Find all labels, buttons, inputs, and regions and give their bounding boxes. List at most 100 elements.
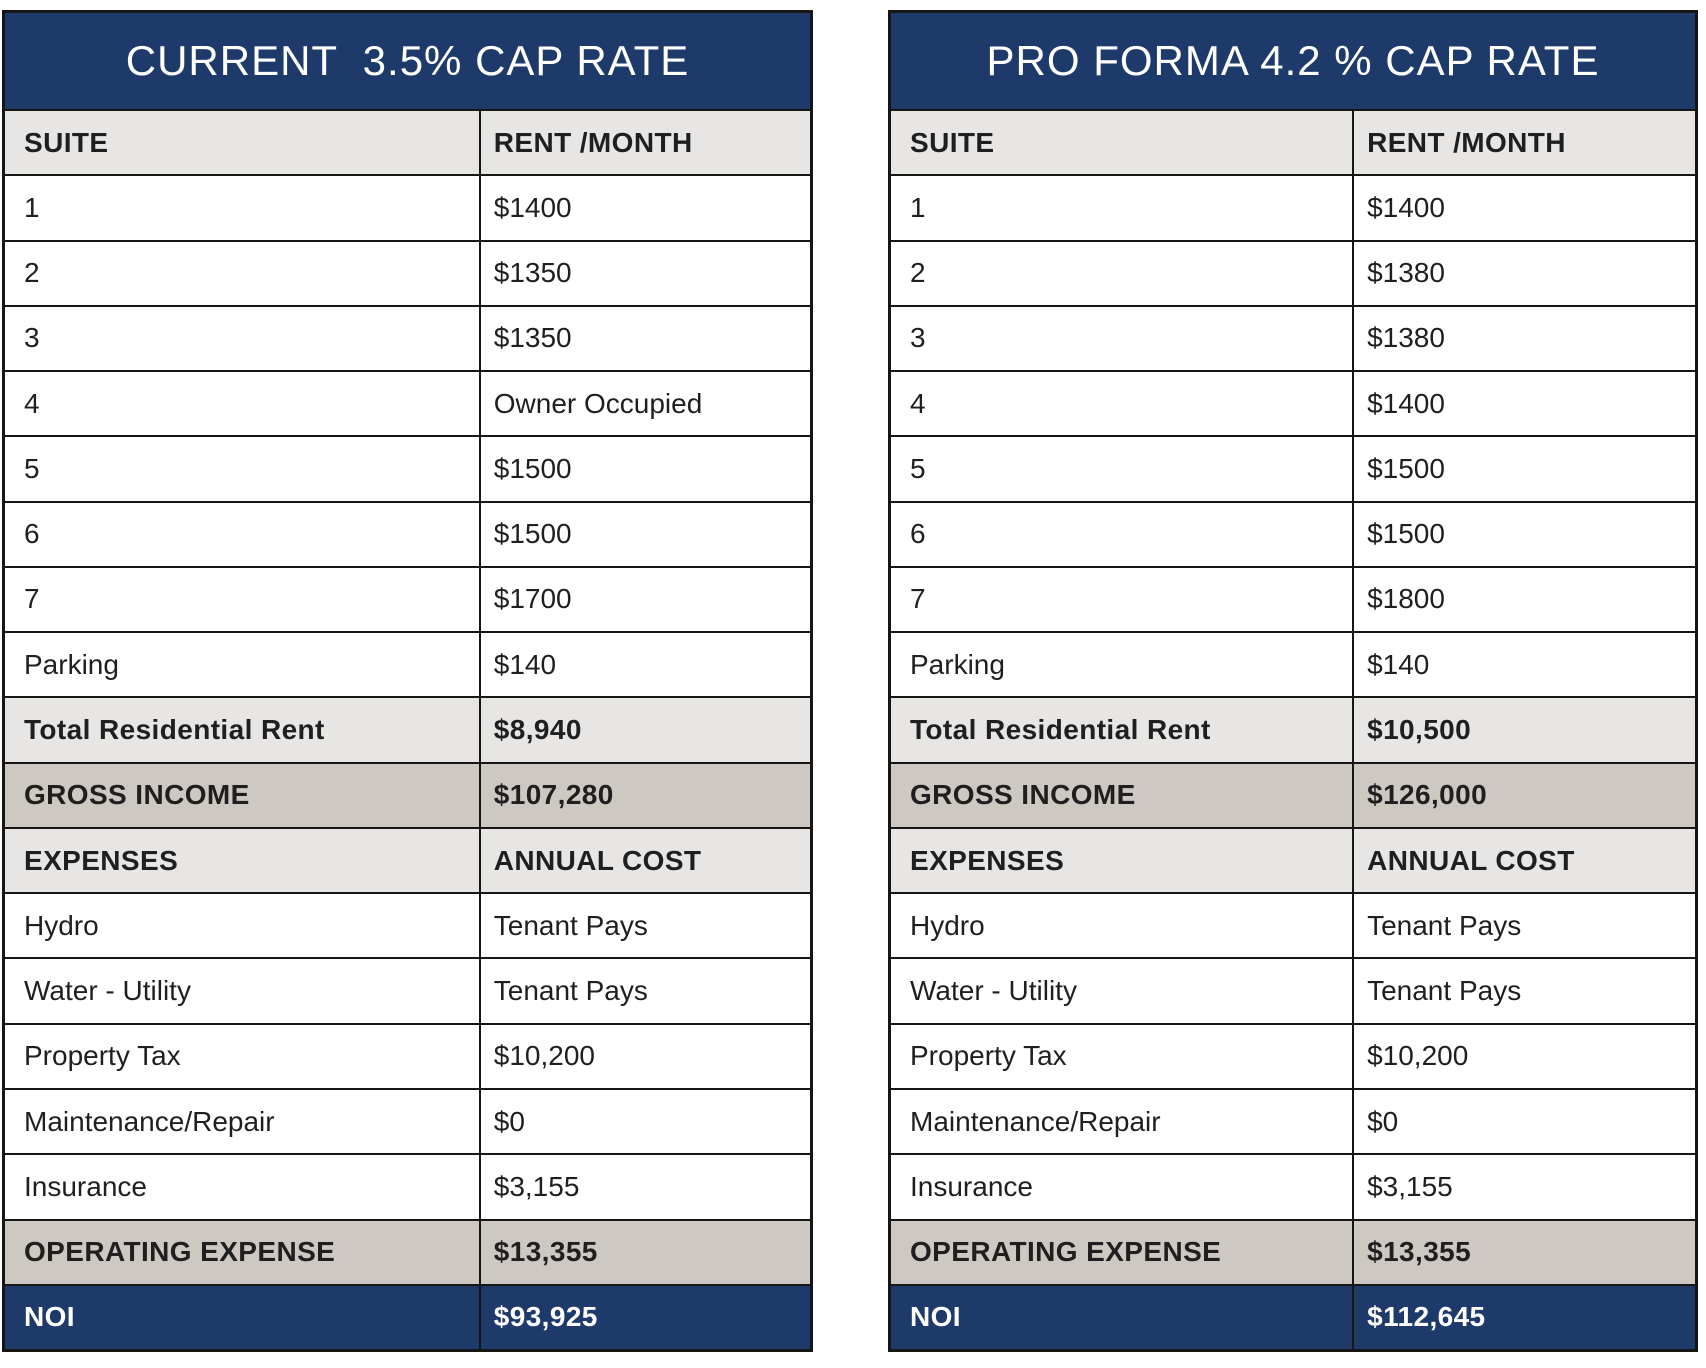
expense-row: Property Tax $10,200 xyxy=(891,1022,1695,1088)
expense-label: Insurance xyxy=(5,1155,481,1219)
suite-label: Parking xyxy=(891,633,1355,697)
expenses-column-header: EXPENSES xyxy=(891,828,1355,893)
pro-forma-table-title: PRO FORMA 4.2 % CAP RATE xyxy=(891,13,1695,109)
rent-value: $1350 xyxy=(493,322,572,354)
annual-cost-column-header: ANNUAL COST xyxy=(1367,844,1575,876)
suite-row: 1 $1400 xyxy=(5,174,810,240)
rent-value: $1500 xyxy=(493,518,572,550)
expense-label: Property Tax xyxy=(891,1024,1355,1088)
noi-value: $93,925 xyxy=(493,1301,598,1333)
gross-income-value: $126,000 xyxy=(1367,779,1488,811)
rent-value: $1400 xyxy=(493,191,572,223)
suite-label: 5 xyxy=(891,437,1355,501)
rent-value: $1380 xyxy=(1367,257,1445,289)
suite-row: 6 $1500 xyxy=(5,500,810,566)
expense-label: Water - Utility xyxy=(891,959,1355,1023)
expense-value: $3,155 xyxy=(1367,1170,1453,1202)
gross-income-label: GROSS INCOME xyxy=(5,763,481,827)
operating-expense-value: $13,355 xyxy=(1367,1236,1472,1268)
operating-expense-row: OPERATING EXPENSE $13,355 xyxy=(5,1218,810,1284)
expense-value: $0 xyxy=(1367,1105,1399,1137)
suite-row: 5 $1500 xyxy=(891,435,1695,501)
gross-income-value: $107,280 xyxy=(493,779,614,811)
suite-row: 4 $1400 xyxy=(891,370,1695,436)
operating-expense-label: OPERATING EXPENSE xyxy=(891,1220,1355,1284)
rent-value: $1500 xyxy=(493,452,572,484)
suite-row: 2 $1380 xyxy=(891,239,1695,305)
rent-value: $140 xyxy=(1367,648,1430,680)
expense-row: Maintenance/Repair $0 xyxy=(891,1087,1695,1154)
expense-row: Maintenance/Repair $0 xyxy=(5,1087,810,1154)
noi-row: NOI $93,925 xyxy=(5,1283,810,1350)
expenses-header-row: EXPENSES ANNUAL COST xyxy=(891,826,1695,893)
pro-forma-suite-header-row: SUITE RENT /MONTH xyxy=(891,109,1695,175)
total-residential-rent-row: Total Residential Rent $8,940 xyxy=(5,696,810,762)
expense-row: Water - Utility Tenant Pays xyxy=(891,957,1695,1023)
suite-row: 6 $1500 xyxy=(891,500,1695,566)
suite-label: 3 xyxy=(891,306,1355,371)
suite-label: 6 xyxy=(5,502,481,566)
expenses-header-row: EXPENSES ANNUAL COST xyxy=(5,826,810,893)
total-label: Total Residential Rent xyxy=(5,698,481,762)
suite-row: 1 $1400 xyxy=(891,174,1695,240)
operating-expense-label: OPERATING EXPENSE xyxy=(5,1220,481,1284)
suite-label: Parking xyxy=(5,633,481,697)
rent-value: $140 xyxy=(493,648,557,680)
suite-row: 3 $1350 xyxy=(5,304,810,371)
rent-value: $1400 xyxy=(1367,191,1445,223)
suite-row: 4 Owner Occupied xyxy=(5,370,810,436)
rent-value: $1500 xyxy=(1367,518,1445,550)
expense-value: $10,200 xyxy=(493,1040,595,1072)
total-value: $8,940 xyxy=(493,714,582,746)
suite-label: 1 xyxy=(891,176,1355,240)
expense-row: Property Tax $10,200 xyxy=(5,1022,810,1088)
expense-label: Maintenance/Repair xyxy=(891,1089,1355,1154)
expense-row: Insurance $3,155 xyxy=(891,1153,1695,1219)
suite-label: 7 xyxy=(891,567,1355,632)
current-cap-rate-table: CURRENT 3.5% CAP RATE SUITE RENT /MONTH … xyxy=(2,10,813,1352)
suite-column-header: SUITE xyxy=(891,111,1355,175)
expense-value: Tenant Pays xyxy=(493,975,648,1007)
suite-row: 7 $1700 xyxy=(5,565,810,632)
noi-label: NOI xyxy=(5,1285,481,1350)
gross-income-row: GROSS INCOME $126,000 xyxy=(891,761,1695,827)
suite-label: 7 xyxy=(5,567,481,632)
rent-value: $1700 xyxy=(493,583,572,615)
total-label: Total Residential Rent xyxy=(891,698,1355,762)
expense-label: Hydro xyxy=(891,894,1355,958)
suite-row: 7 $1800 xyxy=(891,565,1695,632)
noi-label: NOI xyxy=(891,1285,1355,1350)
total-value: $10,500 xyxy=(1367,714,1472,746)
suite-row: Parking $140 xyxy=(891,631,1695,697)
expense-value: Tenant Pays xyxy=(1367,909,1522,941)
expense-row: Insurance $3,155 xyxy=(5,1153,810,1219)
total-residential-rent-row: Total Residential Rent $10,500 xyxy=(891,696,1695,762)
suite-label: 1 xyxy=(5,176,481,240)
rent-value: $1500 xyxy=(1367,452,1445,484)
expense-row: Hydro Tenant Pays xyxy=(5,892,810,958)
suite-label: 2 xyxy=(891,241,1355,305)
annual-cost-column-header: ANNUAL COST xyxy=(493,844,702,876)
suite-row: Parking $140 xyxy=(5,631,810,697)
expense-value: $3,155 xyxy=(493,1170,580,1202)
suite-row: 5 $1500 xyxy=(5,435,810,501)
suite-row: 3 $1380 xyxy=(891,304,1695,371)
suite-label: 5 xyxy=(5,437,481,501)
suite-label: 4 xyxy=(5,372,481,436)
rent-column-header: RENT /MONTH xyxy=(1367,126,1566,158)
suite-label: 3 xyxy=(5,306,481,371)
gross-income-row: GROSS INCOME $107,280 xyxy=(5,761,810,827)
rent-value: Owner Occupied xyxy=(493,387,703,419)
noi-value: $112,645 xyxy=(1367,1301,1486,1333)
current-suite-header-row: SUITE RENT /MONTH xyxy=(5,109,810,175)
rent-value: $1800 xyxy=(1367,583,1445,615)
gross-income-label: GROSS INCOME xyxy=(891,763,1355,827)
current-table-title: CURRENT 3.5% CAP RATE xyxy=(5,13,810,109)
expense-row: Water - Utility Tenant Pays xyxy=(5,957,810,1023)
pro-forma-cap-rate-table: PRO FORMA 4.2 % CAP RATE SUITE RENT /MON… xyxy=(888,10,1698,1352)
expense-value: Tenant Pays xyxy=(1367,975,1522,1007)
expense-value: Tenant Pays xyxy=(493,909,648,941)
expense-label: Insurance xyxy=(891,1155,1355,1219)
operating-expense-row: OPERATING EXPENSE $13,355 xyxy=(891,1218,1695,1284)
